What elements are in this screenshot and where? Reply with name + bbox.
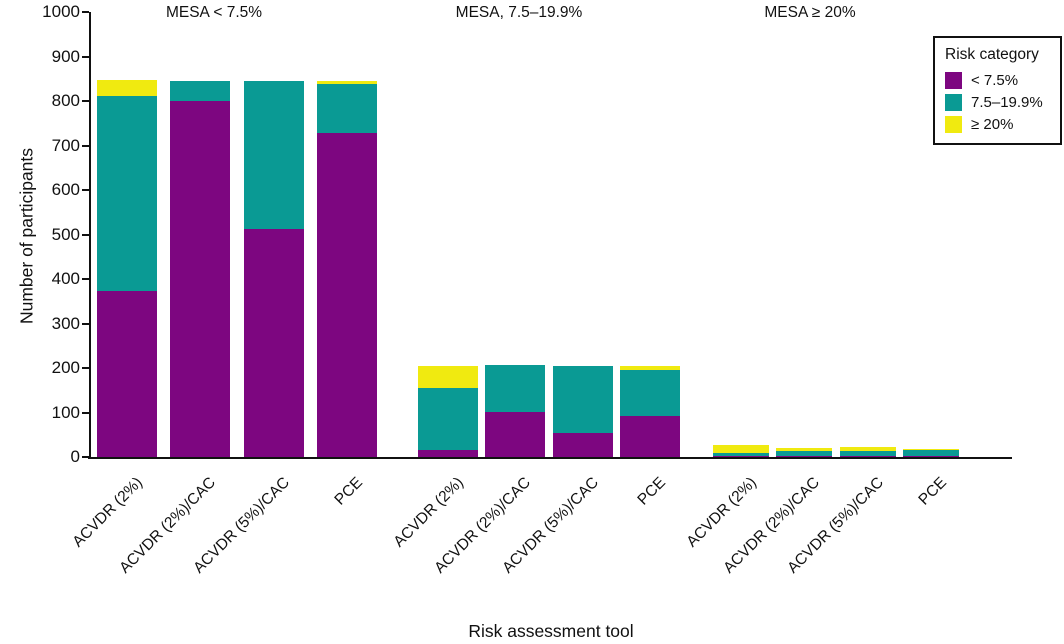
segment-7_5-19_9 xyxy=(839,451,896,456)
y-tick-label-900: 900 xyxy=(51,46,80,66)
bar-group3-acvdr-2-cac xyxy=(776,448,833,457)
segment-ge20 xyxy=(903,449,959,450)
y-tick-mark-900 xyxy=(82,55,89,58)
segment-7_5-19_9 xyxy=(713,453,769,456)
y-tick-label-100: 100 xyxy=(51,402,80,422)
legend-item-label: ≥ 20% xyxy=(971,116,1014,133)
bar-group1-acvdr-5-cac xyxy=(243,81,304,457)
segment-7_5-19_9 xyxy=(170,81,231,101)
y-tick-mark-700 xyxy=(82,144,89,147)
segment-lt7_5 xyxy=(418,450,478,457)
segment-7_5-19_9 xyxy=(903,450,959,456)
x-axis-title: Risk assessment tool xyxy=(468,621,634,641)
x-tick-label: PCE xyxy=(331,474,367,509)
x-axis-line xyxy=(88,457,1012,459)
bar-group2-acvdr-2 xyxy=(418,366,478,457)
legend-item-2: 7.5–19.9% xyxy=(945,94,1050,111)
y-axis-line xyxy=(89,12,91,458)
segment-7_5-19_9 xyxy=(620,370,680,416)
segment-7_5-19_9 xyxy=(552,366,613,433)
bar-group1-acvdr-2 xyxy=(97,80,157,457)
y-tick-mark-400 xyxy=(82,278,89,280)
y-tick-label-700: 700 xyxy=(51,135,80,155)
segment-ge20 xyxy=(97,80,157,96)
legend-swatch-icon xyxy=(945,94,962,111)
facet-title-1: MESA < 7.5% xyxy=(165,4,263,21)
y-tick-label-400: 400 xyxy=(51,269,80,288)
legend-item-3: ≥ 20% xyxy=(945,116,1050,133)
legend-title: Risk category xyxy=(945,46,1039,63)
segment-lt7_5 xyxy=(776,456,833,457)
facet-title-3: MESA ≥ 20% xyxy=(764,4,856,21)
segment-lt7_5 xyxy=(839,456,896,457)
y-tick-label-1000: 1000 xyxy=(42,2,80,21)
y-tick-label-800: 800 xyxy=(51,91,80,110)
bar-group2-acvdr-2-cac xyxy=(485,365,546,457)
segment-ge20 xyxy=(418,366,478,388)
y-tick-mark-800 xyxy=(82,100,89,102)
segment-ge20 xyxy=(776,448,833,451)
segment-lt7_5 xyxy=(903,456,959,457)
y-tick-label-0: 0 xyxy=(70,447,80,466)
segment-lt7_5 xyxy=(620,416,680,457)
x-tick-label: PCE xyxy=(915,474,951,509)
y-tick-mark-1000 xyxy=(82,11,89,13)
legend-item-label: < 7.5% xyxy=(971,72,1019,89)
segment-7_5-19_9 xyxy=(418,388,478,450)
segment-lt7_5 xyxy=(485,412,546,457)
segment-lt7_5 xyxy=(713,456,769,457)
y-tick-label-200: 200 xyxy=(51,358,80,377)
facet-title-2: MESA, 7.5–19.9% xyxy=(455,4,583,21)
segment-lt7_5 xyxy=(552,433,613,457)
y-tick-mark-200 xyxy=(82,367,89,369)
segment-7_5-19_9 xyxy=(243,81,304,229)
bar-group2-acvdr-5-cac xyxy=(552,366,613,457)
segment-ge20 xyxy=(620,366,680,370)
bar-group2-pce xyxy=(620,366,680,457)
y-tick-mark-0 xyxy=(82,456,89,458)
y-tick-mark-600 xyxy=(82,189,89,191)
legend-swatch-icon xyxy=(945,116,962,133)
bar-group1-pce xyxy=(317,81,377,457)
segment-7_5-19_9 xyxy=(317,84,377,133)
segment-ge20 xyxy=(839,447,896,451)
bar-group3-pce xyxy=(903,449,959,457)
legend-box: Risk category < 7.5% 7.5–19.9% ≥ 20% xyxy=(933,36,1062,145)
segment-7_5-19_9 xyxy=(485,365,546,412)
bar-group3-acvdr-2 xyxy=(713,445,769,457)
segment-ge20 xyxy=(713,445,769,453)
bar-group1-acvdr-2-cac xyxy=(170,81,231,457)
segment-lt7_5 xyxy=(243,229,304,457)
segment-lt7_5 xyxy=(317,133,377,457)
segment-lt7_5 xyxy=(170,101,231,457)
segment-7_5-19_9 xyxy=(97,96,157,291)
x-tick-label: PCE xyxy=(634,474,670,509)
y-tick-label-500: 500 xyxy=(51,224,80,244)
y-tick-label-600: 600 xyxy=(51,180,80,199)
y-tick-label-300: 300 xyxy=(51,313,80,333)
y-tick-mark-100 xyxy=(82,411,89,414)
x-tick-label: ACVDR (2%) xyxy=(69,474,147,551)
segment-ge20 xyxy=(317,81,377,84)
legend-swatch-icon xyxy=(945,72,962,89)
legend-items: < 7.5% 7.5–19.9% ≥ 20% xyxy=(945,72,1050,133)
y-tick-mark-500 xyxy=(82,233,89,236)
legend-item-1: < 7.5% xyxy=(945,72,1050,89)
segment-lt7_5 xyxy=(97,291,157,457)
segment-7_5-19_9 xyxy=(776,451,833,456)
y-tick-mark-300 xyxy=(82,322,89,325)
bar-group3-acvdr-5-cac xyxy=(839,447,896,457)
legend-item-label: 7.5–19.9% xyxy=(971,94,1043,111)
